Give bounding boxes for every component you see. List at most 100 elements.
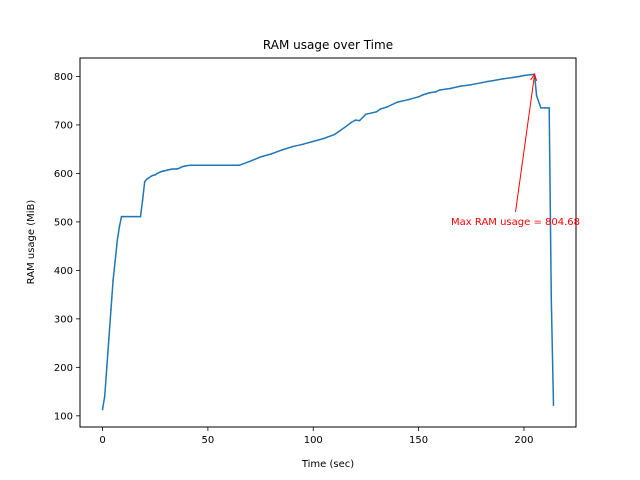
data-point <box>169 168 171 171</box>
data-point <box>152 174 154 177</box>
data-point <box>280 149 283 151</box>
data-point <box>552 404 555 406</box>
x-tick-label: 200 <box>514 435 533 446</box>
data-point <box>162 170 165 172</box>
data-point <box>523 74 525 77</box>
data-point <box>114 259 116 262</box>
annotation-arrow <box>515 75 535 212</box>
data-point <box>291 145 293 148</box>
data-point <box>518 75 521 78</box>
data-point <box>512 76 515 79</box>
annotation-label: Max RAM usage = 804.68 <box>451 217 580 228</box>
data-point <box>179 166 182 169</box>
data-point <box>407 98 409 101</box>
y-tick-label: 400 <box>54 266 73 277</box>
data-point <box>344 126 346 129</box>
data-point <box>417 95 420 98</box>
y-tick-label: 700 <box>54 120 73 131</box>
data-point <box>105 366 108 369</box>
data-point <box>190 164 192 166</box>
data-point <box>491 79 494 82</box>
data-point <box>544 107 546 109</box>
data-point <box>540 107 542 109</box>
data-point <box>459 85 462 87</box>
y-axis-ticks: 100 200 300 400 500 600 700 800 <box>54 72 80 422</box>
axes-frame <box>79 57 577 428</box>
data-point <box>207 164 209 166</box>
plot-area <box>101 73 555 411</box>
data-point <box>120 215 123 218</box>
data-point <box>428 92 430 94</box>
data-point <box>396 101 399 103</box>
data-point <box>550 298 553 301</box>
data-point <box>485 80 487 83</box>
data-point <box>379 108 382 110</box>
data-point <box>238 164 241 166</box>
x-tick-label: 50 <box>202 435 215 446</box>
data-point <box>181 165 184 168</box>
data-point <box>118 225 121 228</box>
data-point <box>177 167 180 170</box>
data-point <box>449 87 452 90</box>
data-point <box>164 169 167 172</box>
data-point <box>156 172 159 175</box>
data-point <box>127 215 129 218</box>
data-point <box>135 215 138 218</box>
y-tick-label: 600 <box>54 169 73 180</box>
data-point <box>270 153 272 155</box>
data-point <box>259 156 262 158</box>
data-point <box>371 111 374 114</box>
data-point <box>183 165 186 167</box>
data-point <box>143 180 146 183</box>
chart-title: RAM usage over Time <box>263 38 393 52</box>
data-point <box>131 215 133 218</box>
data-point <box>301 143 304 146</box>
data-point <box>535 95 538 97</box>
y-tick-label: 300 <box>54 314 73 325</box>
x-axis-title: Time (sec) <box>301 459 354 470</box>
data-point <box>171 168 173 170</box>
data-point <box>434 91 437 93</box>
data-point <box>160 170 163 173</box>
data-point <box>141 199 144 201</box>
data-point <box>175 168 178 170</box>
y-tick-label: 100 <box>54 411 73 422</box>
data-point <box>312 140 315 143</box>
data-point <box>139 215 142 218</box>
annotation-arrowhead <box>530 73 538 81</box>
data-point <box>108 337 110 340</box>
data-point <box>150 175 152 178</box>
x-axis-ticks: 0 50 100 150 200 <box>99 427 534 446</box>
data-point <box>354 119 357 121</box>
data-point <box>148 176 150 179</box>
data-point <box>122 215 125 218</box>
data-point <box>101 408 104 411</box>
data-point <box>232 164 234 166</box>
data-point <box>110 308 112 310</box>
data-point <box>158 171 161 174</box>
data-point <box>196 164 199 166</box>
data-point <box>228 164 230 166</box>
data-point <box>502 78 504 80</box>
data-point <box>350 121 352 124</box>
data-point <box>186 164 188 167</box>
data-point <box>337 130 340 133</box>
data-point <box>369 112 371 115</box>
data-point <box>375 111 378 113</box>
data-point <box>470 83 473 86</box>
data-point <box>333 133 336 136</box>
data-point <box>154 174 157 176</box>
data-point <box>112 279 114 281</box>
data-point <box>481 81 483 84</box>
data-point <box>322 137 325 140</box>
y-tick-label: 800 <box>54 72 73 83</box>
y-tick-label: 500 <box>54 217 73 228</box>
data-point <box>422 94 424 96</box>
data-point <box>365 113 367 116</box>
data-point <box>386 106 388 108</box>
y-tick-label: 200 <box>54 363 73 374</box>
x-tick-label: 0 <box>99 435 105 446</box>
data-point <box>173 168 175 170</box>
data-point <box>145 178 148 181</box>
